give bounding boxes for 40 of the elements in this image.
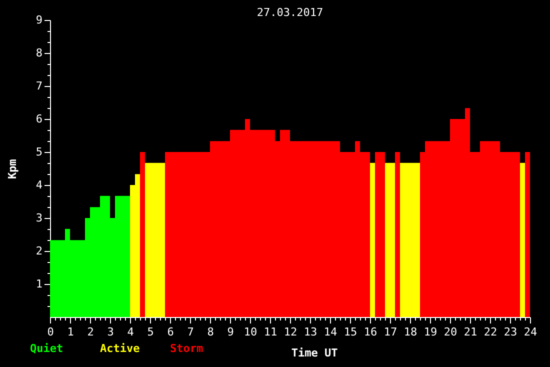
x-tick-label: 9 xyxy=(227,326,234,338)
x-tick-label: 22 xyxy=(484,326,498,338)
x-tick-label: 17 xyxy=(384,326,398,338)
x-axis-title: Time UT xyxy=(291,346,338,360)
x-tick-label: 0 xyxy=(47,326,54,338)
x-tick-label: 15 xyxy=(344,326,358,338)
y-tick-label: 4 xyxy=(36,178,43,192)
x-tick-label: 10 xyxy=(244,326,258,338)
x-tick-label: 18 xyxy=(404,326,418,338)
x-tick-label: 11 xyxy=(264,326,278,338)
x-tick-label: 23 xyxy=(504,326,518,338)
x-tick-label: 8 xyxy=(207,326,214,338)
y-tick-label: 5 xyxy=(36,146,42,158)
x-tick-label: 1 xyxy=(67,326,74,338)
text: Active xyxy=(100,342,140,355)
chart-title: 27.03.2017 xyxy=(256,6,324,19)
x-tick-label: 2 xyxy=(87,326,94,338)
text: Quiet xyxy=(30,342,64,355)
x-tick-label: 20 xyxy=(444,326,458,338)
text: Storm xyxy=(170,342,204,355)
y-tick-label: 1 xyxy=(36,278,42,290)
x-tick-label: 5 xyxy=(147,326,154,338)
x-tick-label: 6 xyxy=(167,326,174,338)
x-tick-label: 19 xyxy=(424,326,438,338)
x-tick-label: 14 xyxy=(324,326,338,338)
x-tick-label: 7 xyxy=(187,326,194,338)
x-tick-label: 12 xyxy=(284,326,298,338)
y-axis-title: Kpm xyxy=(6,158,19,179)
y-tick-label: 9 xyxy=(36,14,42,26)
x-tick-label: 3 xyxy=(107,326,114,338)
y-tick-label: 3 xyxy=(36,212,42,224)
x-tick-label: 4 xyxy=(127,326,134,338)
y-tick-label: 8 xyxy=(36,46,42,60)
x-tick-label: 24 xyxy=(524,326,538,338)
y-tick-label: 7 xyxy=(36,80,42,92)
y-tick-label: 6 xyxy=(36,112,42,126)
x-tick-label: 21 xyxy=(464,326,478,338)
x-tick-label: 16 xyxy=(364,326,378,338)
x-tick-label: 13 xyxy=(304,326,318,338)
y-tick-label: 2 xyxy=(36,244,42,258)
